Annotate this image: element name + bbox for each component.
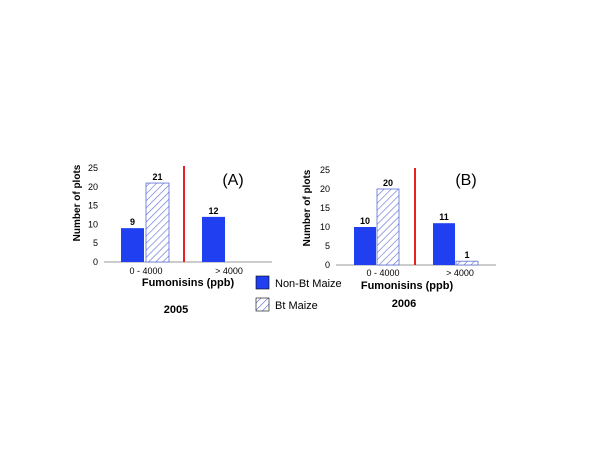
chart-b-bars: 10 11 20 1 [354, 178, 479, 266]
chart-a-data-label-non-bt-0: 9 [130, 217, 135, 227]
chart-a-x-axis-label: Fumonisins (ppb) [142, 277, 235, 289]
chart-a-y-axis-label: Number of plots [72, 164, 83, 241]
chart-b-bar-non-bt-1 [433, 223, 455, 265]
chart-b-data-label-non-bt-1: 11 [439, 212, 449, 222]
chart-a-bar-bt-0 [145, 182, 170, 263]
legend: Non-Bt Maize Bt Maize [255, 275, 342, 312]
chart-b-data-label-bt-1: 1 [464, 250, 469, 260]
chart-b-bar-bt-0 [376, 188, 400, 266]
chart-a-panel-label: (A) [222, 172, 243, 189]
legend-label-bt: Bt Maize [275, 300, 318, 312]
chart-a-y-tick-4: 20 [88, 182, 98, 192]
chart-b-y-tick-0: 0 [325, 260, 330, 270]
chart-a-y-tick-2: 10 [88, 219, 98, 229]
chart-a-year: 2005 [164, 304, 188, 316]
chart-a-y-tick-1: 5 [93, 238, 98, 248]
chart-b-y-axis-label: Number of plots [302, 169, 313, 246]
chart-b-y-tick-4: 20 [320, 184, 330, 194]
chart-a-y-tick-0: 0 [93, 257, 98, 267]
chart-a: Number of plots 0 5 10 15 20 25 9 12 21 (A) 0 -… [72, 163, 272, 316]
chart-a-data-label-non-bt-1: 12 [208, 206, 218, 216]
chart-b-bar-bt-1 [455, 260, 479, 266]
legend-swatch-bt [255, 297, 270, 312]
chart-a-x-tick-0: 0 - 4000 [129, 266, 162, 276]
chart-b-y-ticks: 0 5 10 15 20 25 [320, 165, 330, 270]
chart-b-x-axis-label: Fumonisins (ppb) [361, 280, 454, 292]
chart-b-panel-label: (B) [455, 172, 476, 189]
chart-a-y-ticks: 0 5 10 15 20 25 [88, 163, 98, 267]
chart-b-data-label-bt-0: 20 [383, 178, 393, 188]
chart-b-y-tick-3: 15 [320, 203, 330, 213]
chart-b: Number of plots 0 5 10 15 20 25 10 11 20 1 (B) 0… [302, 165, 496, 310]
chart-b-y-tick-2: 10 [320, 222, 330, 232]
chart-a-data-label-bt-0: 21 [152, 172, 162, 182]
chart-b-x-tick-0: 0 - 4000 [366, 268, 399, 278]
chart-a-x-tick-1: > 4000 [215, 266, 243, 276]
chart-a-y-tick-3: 15 [88, 201, 98, 211]
chart-a-bar-non-bt-0 [121, 228, 144, 262]
chart-b-y-tick-1: 5 [325, 241, 330, 251]
chart-b-x-tick-1: > 4000 [446, 268, 474, 278]
chart-b-y-tick-5: 25 [320, 165, 330, 175]
chart-a-bar-non-bt-1 [202, 216, 225, 262]
chart-b-year: 2006 [392, 298, 416, 310]
chart-b-data-label-non-bt-0: 10 [360, 216, 370, 226]
chart-b-bar-non-bt-0 [354, 227, 376, 265]
legend-label-non-bt: Non-Bt Maize [275, 278, 342, 290]
legend-swatch-non-bt [255, 275, 270, 290]
chart-a-y-tick-5: 25 [88, 163, 98, 173]
chart-a-bars: 9 12 21 [121, 172, 225, 263]
